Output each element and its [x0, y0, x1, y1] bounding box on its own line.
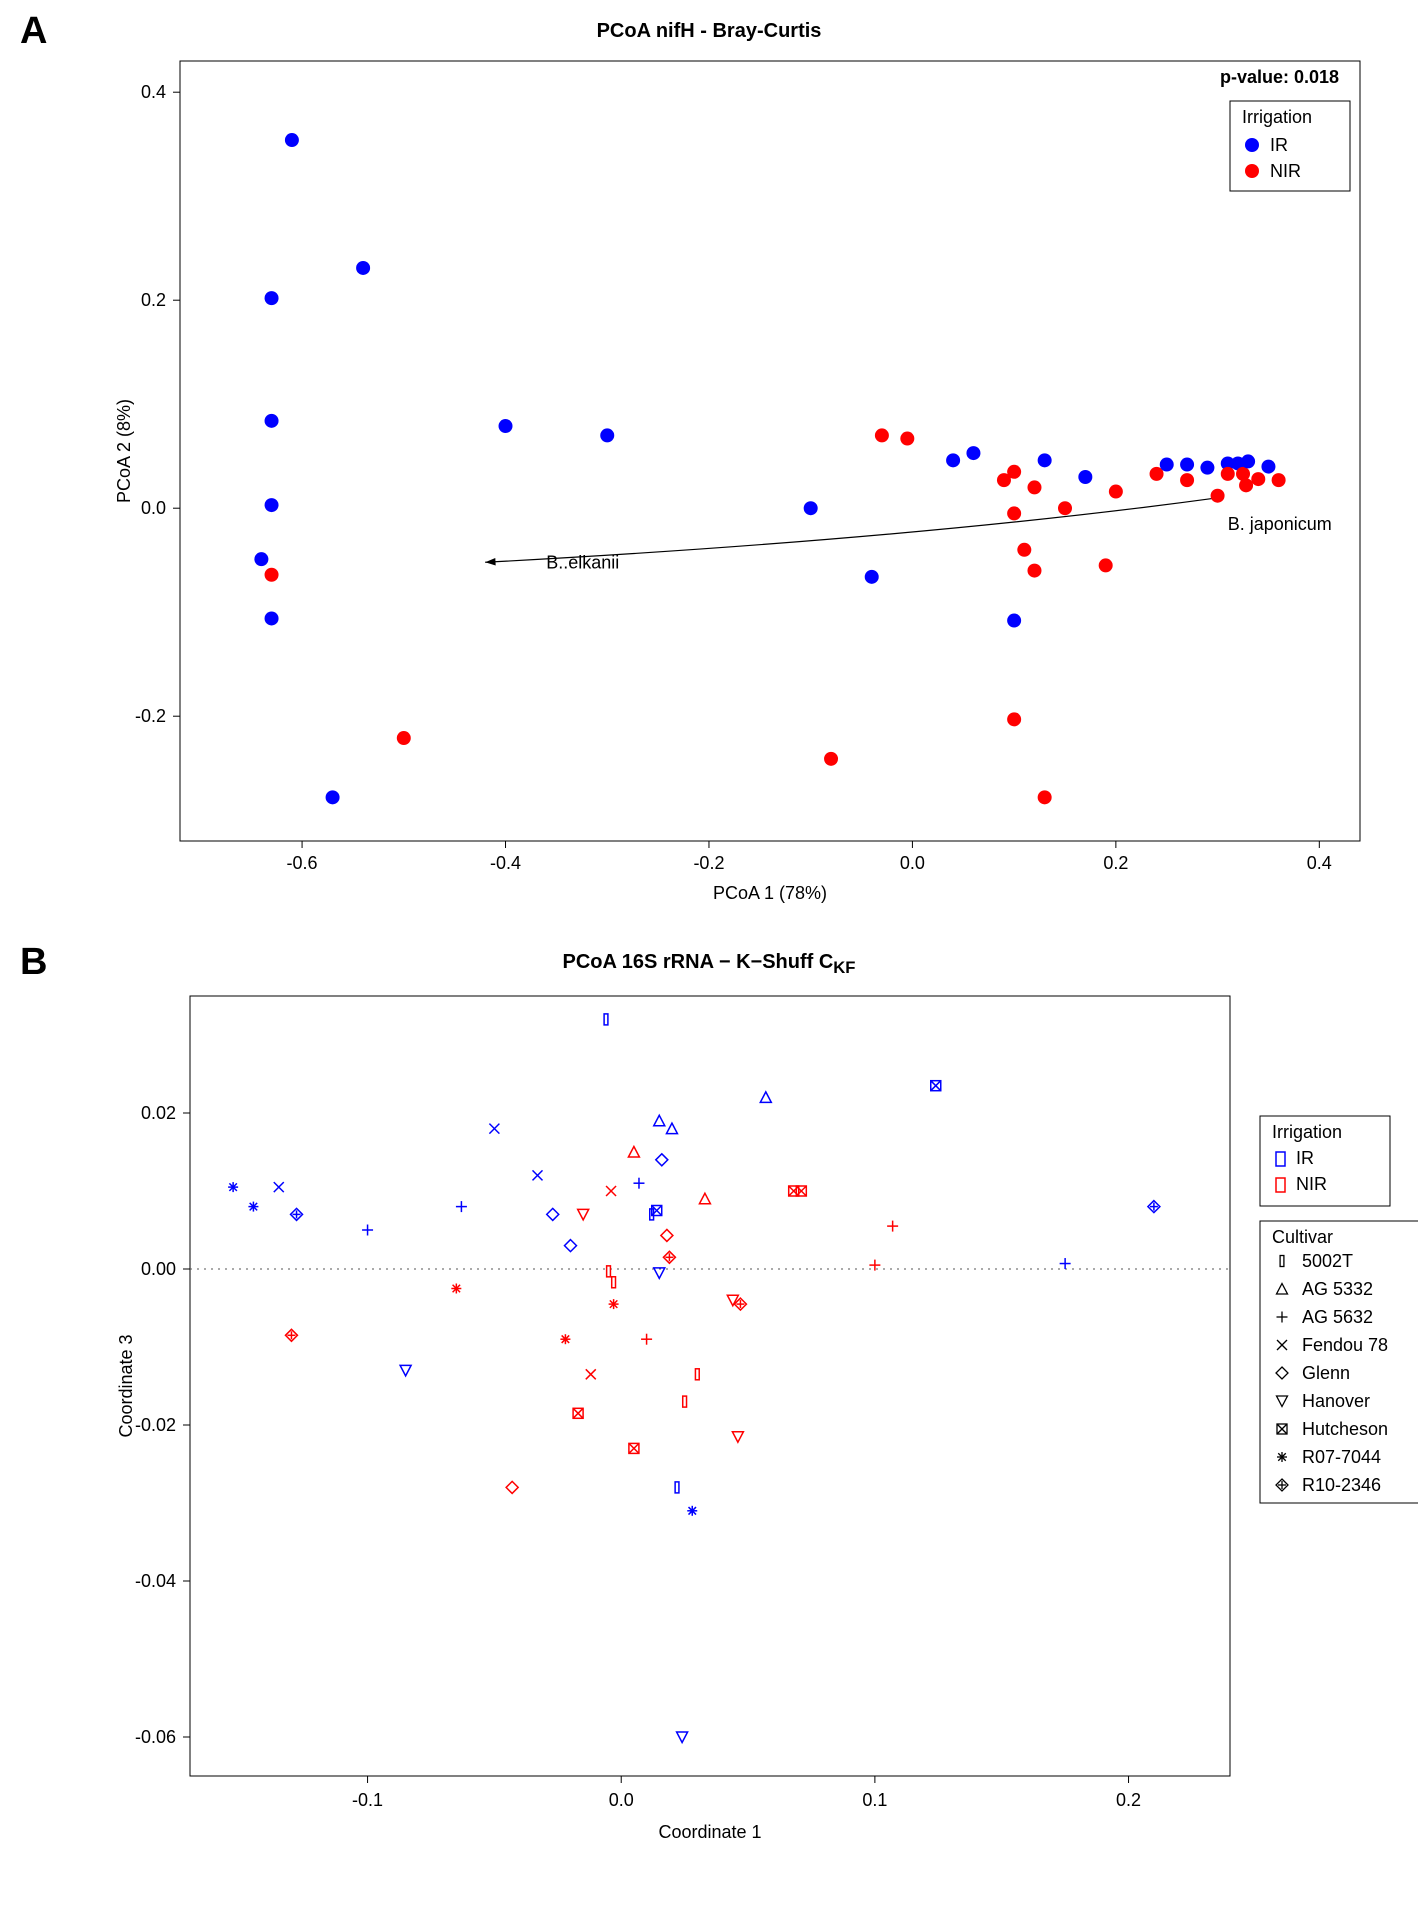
svg-text:p-value: 0.018: p-value: 0.018 — [1220, 67, 1339, 87]
svg-text:AG 5332: AG 5332 — [1302, 1279, 1373, 1299]
panel-b-title: PCoA 16S rRNA − K−Shuff CKF — [20, 951, 1398, 978]
svg-text:-0.1: -0.1 — [352, 1790, 383, 1810]
svg-text:IR: IR — [1270, 135, 1288, 155]
svg-text:R07-7044: R07-7044 — [1302, 1447, 1381, 1467]
svg-text:Irrigation: Irrigation — [1242, 107, 1312, 127]
svg-text:0.4: 0.4 — [141, 82, 166, 102]
svg-text:Hanover: Hanover — [1302, 1391, 1370, 1411]
svg-text:PCoA 1 (78%): PCoA 1 (78%) — [713, 883, 827, 903]
svg-text:-0.02: -0.02 — [135, 1415, 176, 1435]
figure-composite: A PCoA nifH - Bray-Curtis -0.6-0.4-0.20.… — [20, 20, 1398, 1856]
svg-text:0.2: 0.2 — [141, 290, 166, 310]
svg-text:NIR: NIR — [1270, 161, 1301, 181]
svg-text:-0.04: -0.04 — [135, 1571, 176, 1591]
svg-text:0.4: 0.4 — [1307, 853, 1332, 873]
svg-text:5002T: 5002T — [1302, 1251, 1353, 1271]
svg-text:-0.2: -0.2 — [135, 706, 166, 726]
svg-text:R10-2346: R10-2346 — [1302, 1475, 1381, 1495]
svg-text:0.0: 0.0 — [141, 498, 166, 518]
svg-text:0.0: 0.0 — [609, 1790, 634, 1810]
svg-text:IR: IR — [1296, 1148, 1314, 1168]
svg-text:B. japonicum: B. japonicum — [1228, 514, 1332, 534]
svg-text:NIR: NIR — [1296, 1174, 1327, 1194]
panel-b-title-main: PCoA 16S rRNA − K−Shuff C — [563, 951, 834, 973]
svg-text:PCoA 2 (8%): PCoA 2 (8%) — [114, 399, 134, 503]
svg-text:0.02: 0.02 — [141, 1103, 176, 1123]
panel-b-title-sub: KF — [833, 958, 855, 977]
svg-text:Coordinate 1: Coordinate 1 — [658, 1822, 761, 1842]
svg-text:Fendou 78: Fendou 78 — [1302, 1335, 1388, 1355]
svg-text:Glenn: Glenn — [1302, 1363, 1350, 1383]
svg-text:0.1: 0.1 — [862, 1790, 887, 1810]
svg-text:0.00: 0.00 — [141, 1259, 176, 1279]
svg-text:-0.06: -0.06 — [135, 1727, 176, 1747]
svg-text:-0.4: -0.4 — [490, 853, 521, 873]
svg-text:0.0: 0.0 — [900, 853, 925, 873]
svg-text:-0.6: -0.6 — [287, 853, 318, 873]
svg-text:Coordinate 3: Coordinate 3 — [116, 1334, 136, 1437]
svg-text:AG 5632: AG 5632 — [1302, 1307, 1373, 1327]
svg-text:0.2: 0.2 — [1103, 853, 1128, 873]
panel-b-label: B — [20, 941, 47, 984]
svg-text:0.2: 0.2 — [1116, 1790, 1141, 1810]
svg-text:Hutcheson: Hutcheson — [1302, 1419, 1388, 1439]
svg-text:Irrigation: Irrigation — [1272, 1122, 1342, 1142]
panel-a-label: A — [20, 10, 47, 53]
panel-b-chart: -0.1 0.0 0.1 0.2 -0.06 -0.04 -0.02 0.00 0.02 Coor… — [110, 986, 1418, 1856]
panel-b: B PCoA 16S rRNA − K−Shuff CKF -0.10.00.1… — [20, 951, 1398, 1856]
panel-a: A PCoA nifH - Bray-Curtis -0.6-0.4-0.20.… — [20, 20, 1398, 911]
svg-text:B..elkanii: B..elkanii — [546, 552, 619, 572]
panel-a-chart: -0.6 -0.4 -0.2 0.0 0.2 0.4 -0.2 0.0 0.2 0.4 PCoA 1… — [110, 51, 1380, 911]
svg-text:Cultivar: Cultivar — [1272, 1227, 1333, 1247]
panel-a-title: PCoA nifH - Bray-Curtis — [20, 20, 1398, 43]
svg-text:-0.2: -0.2 — [693, 853, 724, 873]
